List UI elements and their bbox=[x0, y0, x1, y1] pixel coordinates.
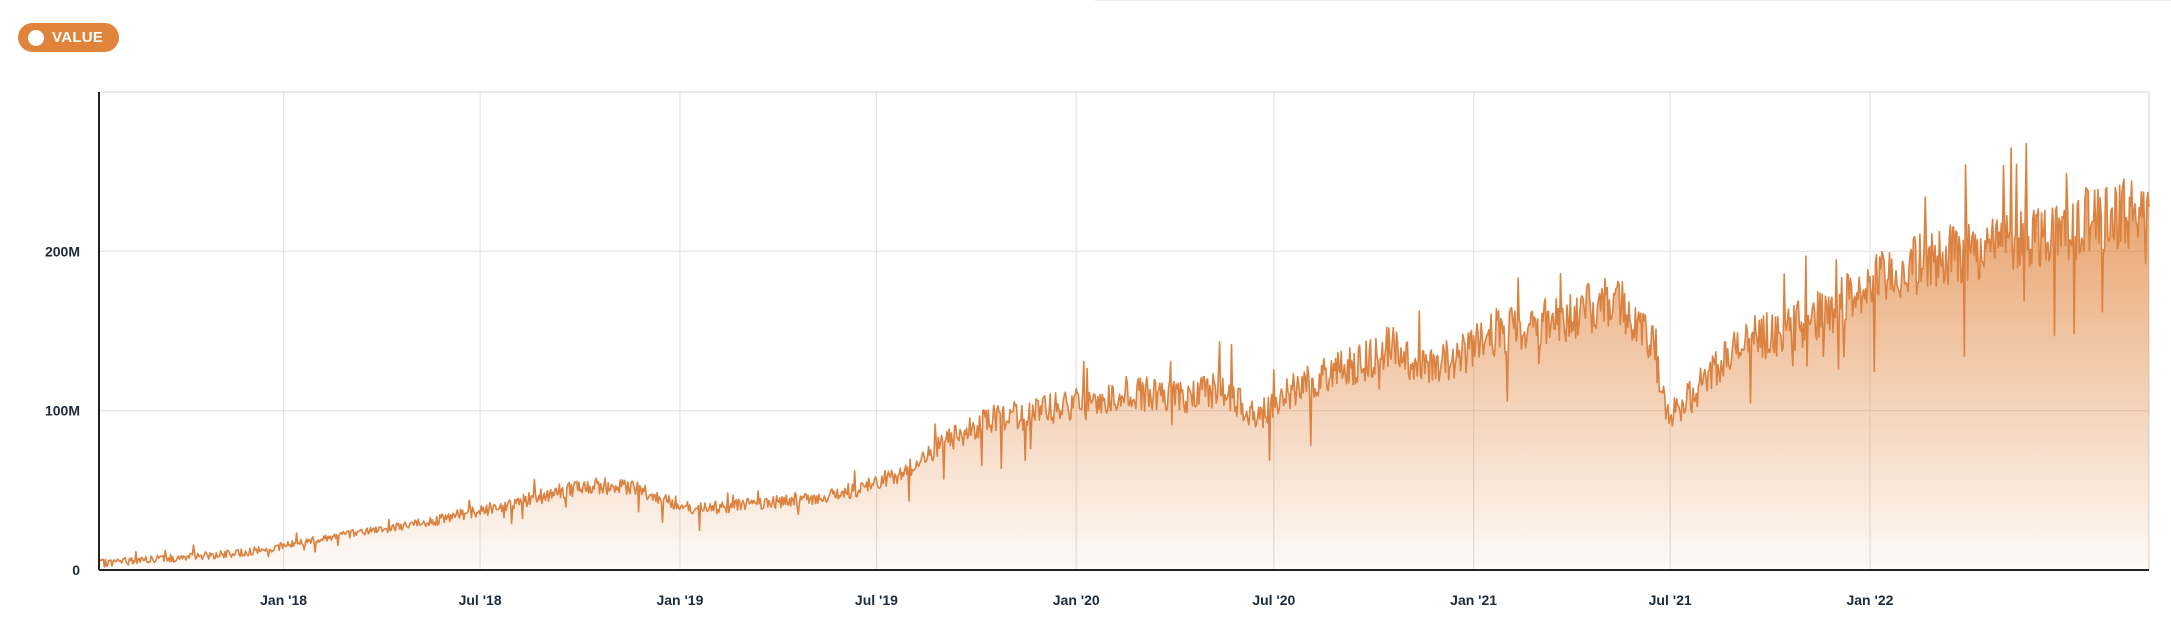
y-tick-label: 0 bbox=[72, 562, 80, 578]
y-tick-label: 200M bbox=[45, 243, 80, 259]
x-tick-label: Jul '18 bbox=[459, 592, 502, 608]
series-area-fill bbox=[99, 143, 2149, 570]
x-tick-label: Jul '19 bbox=[855, 592, 898, 608]
tick-labels: Jan '18 Jul '18 Jan '19 Jul '19 Jan '20 Jul '… bbox=[45, 243, 1894, 608]
y-tick-label: 100M bbox=[45, 403, 80, 419]
x-tick-label: Jan '21 bbox=[1450, 592, 1497, 608]
x-tick-label: Jan '18 bbox=[260, 592, 307, 608]
x-tick-label: Jan '22 bbox=[1846, 592, 1893, 608]
x-tick-label: Jan '20 bbox=[1053, 592, 1100, 608]
x-tick-label: Jul '21 bbox=[1649, 592, 1692, 608]
legend-toggle-value[interactable]: VALUE bbox=[18, 23, 120, 52]
top-divider bbox=[1095, 0, 2171, 1]
series-area bbox=[98, 142, 2150, 570]
series-line bbox=[98, 142, 2150, 568]
legend-dot-icon bbox=[28, 29, 44, 46]
x-tick-label: Jul '20 bbox=[1252, 592, 1295, 608]
axes bbox=[98, 92, 2149, 571]
legend-label: VALUE bbox=[52, 29, 104, 46]
x-tick-label: Jan '19 bbox=[656, 592, 703, 608]
